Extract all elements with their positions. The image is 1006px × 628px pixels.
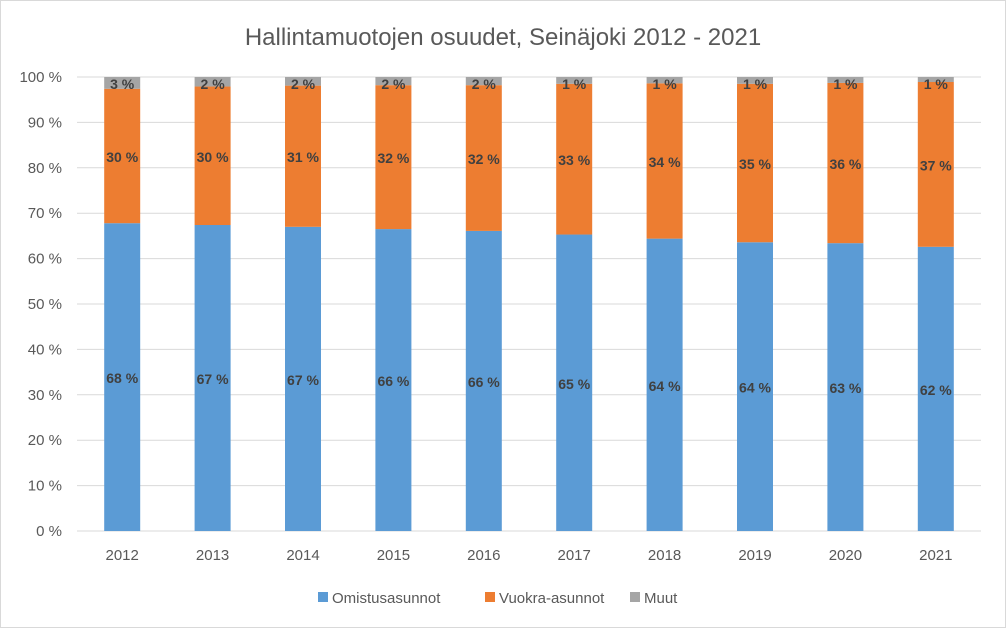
data-label: 2 %	[201, 76, 226, 92]
bar-omistusasunnot-2017	[556, 234, 593, 531]
x-tick-label: 2013	[196, 547, 229, 564]
bar-omistusasunnot-2020	[827, 243, 864, 531]
data-label: 37 %	[920, 157, 952, 173]
data-label: 66 %	[377, 373, 409, 389]
x-tick-label: 2014	[286, 547, 319, 564]
bar-vuokra-asunnot-2020	[827, 82, 864, 244]
x-tick-label: 2020	[829, 547, 862, 564]
data-label: 30 %	[106, 149, 138, 165]
data-label: 1 %	[833, 76, 858, 92]
bar-vuokra-asunnot-2021	[917, 81, 954, 247]
data-label: 67 %	[197, 371, 229, 387]
y-tick-label: 30 %	[28, 387, 62, 404]
data-label: 1 %	[743, 76, 768, 92]
bar-vuokra-asunnot-2012	[104, 88, 141, 224]
data-label: 1 %	[562, 76, 587, 92]
data-label: 65 %	[558, 376, 590, 392]
data-label: 30 %	[197, 149, 229, 165]
y-tick-label: 100 %	[19, 69, 62, 86]
chart-title: Hallintamuotojen osuudet, Seinäjoki 2012…	[245, 24, 761, 51]
legend-swatch	[485, 592, 495, 602]
bar-muut-2019	[737, 77, 773, 84]
bar-muut-2020	[827, 77, 864, 83]
x-tick-label: 2019	[738, 547, 771, 564]
legend-label: Muut	[644, 590, 678, 607]
data-label: 3 %	[110, 76, 135, 92]
bar-vuokra-asunnot-2014	[285, 85, 321, 227]
data-label: 36 %	[829, 156, 861, 172]
bar-vuokra-asunnot-2016	[465, 85, 502, 231]
y-tick-label: 20 %	[28, 432, 62, 449]
bar-vuokra-asunnot-2013	[194, 86, 231, 226]
data-label: 2 %	[472, 76, 497, 92]
x-tick-label: 2017	[558, 547, 591, 564]
bar-vuokra-asunnot-2017	[556, 83, 593, 235]
legend-label: Omistusasunnot	[332, 590, 441, 607]
y-tick-label: 70 %	[28, 205, 62, 222]
x-tick-label: 2015	[377, 547, 410, 564]
bar-omistusasunnot-2019	[737, 242, 773, 532]
data-label: 1 %	[924, 76, 949, 92]
bar-muut-2018	[646, 77, 683, 84]
data-label: 64 %	[739, 380, 771, 396]
x-tick-label: 2012	[106, 547, 139, 564]
x-tick-label: 2021	[919, 547, 952, 564]
x-tick-label: 2018	[648, 547, 681, 564]
bar-omistusasunnot-2014	[285, 226, 321, 531]
x-tick-label: 2016	[467, 547, 500, 564]
data-label: 62 %	[920, 382, 952, 398]
data-label: 67 %	[287, 372, 319, 388]
bar-omistusasunnot-2016	[465, 230, 502, 531]
bar-muut-2017	[556, 77, 593, 84]
data-label: 34 %	[649, 154, 681, 170]
data-label: 31 %	[287, 149, 319, 165]
data-label: 2 %	[291, 76, 316, 92]
bar-muut-2015	[375, 77, 412, 86]
data-label: 32 %	[377, 150, 409, 166]
data-label: 32 %	[468, 151, 500, 167]
bar-muut-2012	[104, 77, 141, 89]
y-tick-label: 80 %	[28, 160, 62, 177]
y-tick-label: 90 %	[28, 114, 62, 131]
data-label: 68 %	[106, 370, 138, 386]
bar-muut-2016	[465, 77, 502, 86]
y-tick-label: 60 %	[28, 251, 62, 268]
legend-label: Vuokra-asunnot	[499, 590, 605, 607]
data-label: 63 %	[829, 380, 861, 396]
legend-swatch	[318, 592, 328, 602]
y-tick-label: 40 %	[28, 341, 62, 358]
data-label: 2 %	[381, 76, 406, 92]
bar-muut-2014	[285, 77, 321, 86]
bar-omistusasunnot-2015	[375, 229, 412, 531]
data-label: 66 %	[468, 374, 500, 390]
y-tick-label: 0 %	[36, 523, 62, 540]
data-label: 64 %	[649, 378, 681, 394]
bar-omistusasunnot-2012	[104, 223, 141, 532]
bar-omistusasunnot-2021	[917, 246, 954, 531]
y-tick-label: 50 %	[28, 296, 62, 313]
data-label: 33 %	[558, 152, 590, 168]
bar-omistusasunnot-2018	[646, 238, 683, 531]
bar-muut-2013	[194, 77, 231, 87]
bar-vuokra-asunnot-2015	[375, 85, 412, 230]
bar-vuokra-asunnot-2019	[737, 83, 773, 243]
data-label: 35 %	[739, 156, 771, 172]
bar-omistusasunnot-2013	[194, 225, 231, 531]
bar-muut-2021	[917, 77, 954, 82]
legend-swatch	[630, 592, 640, 602]
bar-vuokra-asunnot-2018	[646, 83, 683, 239]
data-label: 1 %	[653, 76, 678, 92]
y-tick-label: 10 %	[28, 478, 62, 495]
